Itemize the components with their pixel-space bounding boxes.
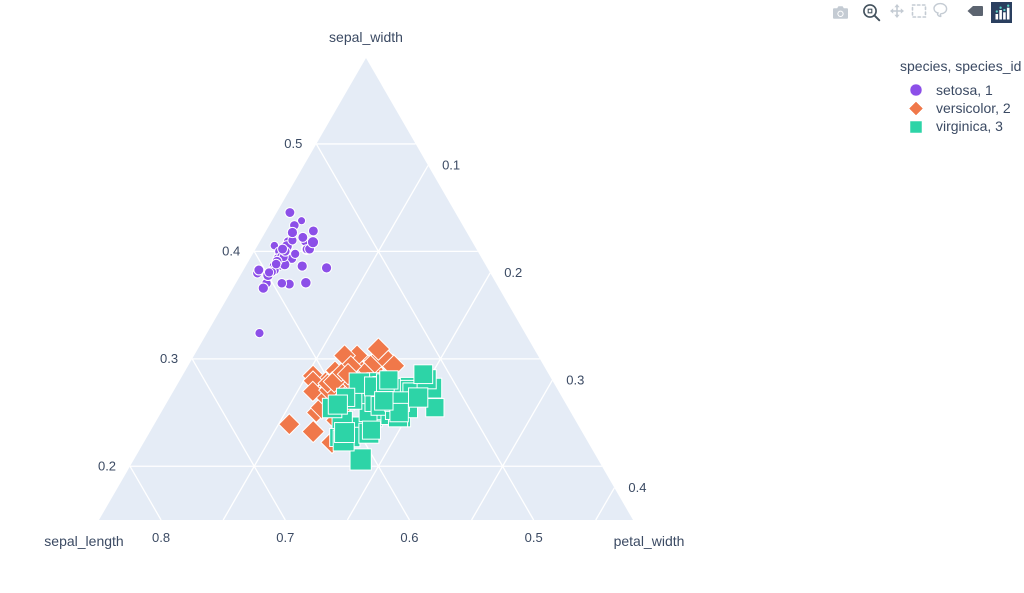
svg-text:species, species_id: species, species_id bbox=[900, 58, 1021, 74]
svg-text:0.5: 0.5 bbox=[525, 530, 543, 545]
svg-text:virginica, 3: virginica, 3 bbox=[936, 118, 1003, 134]
svg-text:0.3: 0.3 bbox=[160, 351, 178, 366]
svg-text:0.4: 0.4 bbox=[628, 480, 646, 495]
svg-text:setosa, 1: setosa, 1 bbox=[936, 82, 993, 98]
svg-text:0.8: 0.8 bbox=[152, 530, 170, 545]
svg-text:sepal_length: sepal_length bbox=[44, 533, 123, 549]
svg-text:0.7: 0.7 bbox=[276, 530, 294, 545]
svg-text:0.2: 0.2 bbox=[98, 458, 116, 473]
svg-text:sepal_width: sepal_width bbox=[329, 29, 403, 45]
svg-text:versicolor, 2: versicolor, 2 bbox=[936, 100, 1011, 116]
svg-text:0.5: 0.5 bbox=[284, 136, 302, 151]
svg-text:0.1: 0.1 bbox=[442, 157, 460, 172]
svg-text:0.2: 0.2 bbox=[504, 265, 522, 280]
svg-text:petal_width: petal_width bbox=[614, 533, 685, 549]
svg-text:0.6: 0.6 bbox=[400, 530, 418, 545]
svg-text:0.3: 0.3 bbox=[566, 372, 584, 387]
svg-text:0.4: 0.4 bbox=[222, 243, 240, 258]
